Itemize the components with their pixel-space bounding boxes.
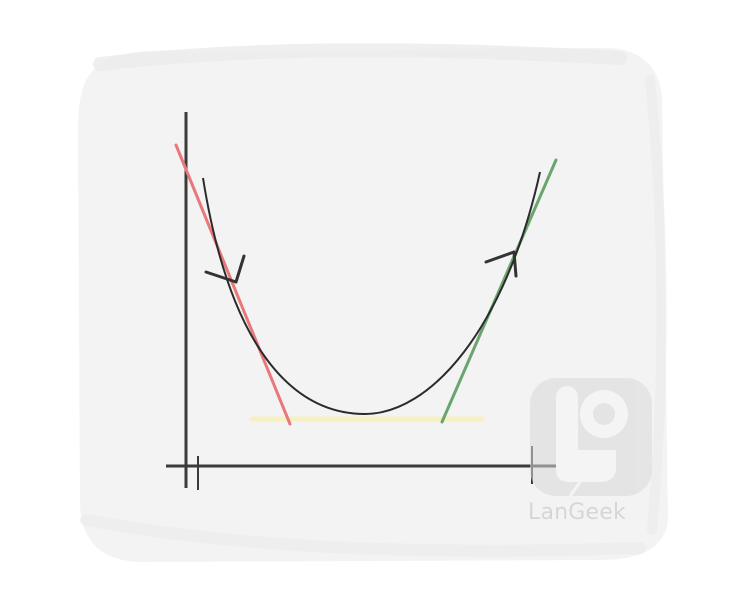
tangent-arrow-left-icon [204,254,246,284]
tangent-line-left [174,143,292,426]
tangent-line-right [440,158,558,424]
watermark-brand: LanGeek [528,500,626,525]
langeek-logo-icon [530,378,652,497]
parabola-curve [202,171,541,416]
tangent-arrow-right-icon [484,250,518,278]
background-card [78,43,668,562]
